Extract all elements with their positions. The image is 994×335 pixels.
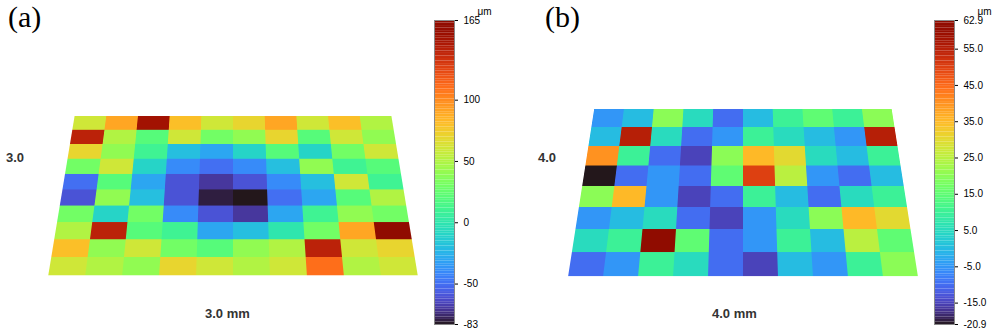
svg-text:55.0: 55.0: [964, 43, 984, 54]
svg-text:μm: μm: [477, 6, 491, 17]
svg-text:50: 50: [464, 156, 476, 167]
html-text:4.0: 4.0: [538, 150, 557, 165]
svg-text:5.0: 5.0: [964, 225, 978, 236]
svg-text:-20.9: -20.9: [964, 319, 987, 330]
svg-text:165: 165: [463, 14, 481, 26]
svg-text:35.0: 35.0: [964, 116, 984, 127]
html-text:4.0 mm: 4.0 mm: [712, 306, 757, 321]
svg-text:100: 100: [464, 94, 481, 105]
html-text:3.0 mm: 3.0 mm: [205, 306, 250, 321]
svg-text:25.0: 25.0: [964, 152, 984, 163]
html-text:(b): (b): [545, 0, 580, 33]
svg-text:-5.0: -5.0: [964, 261, 982, 272]
svg-text:μm: μm: [977, 6, 991, 17]
svg-text:-50: -50: [464, 278, 479, 289]
svg-text:0: 0: [464, 217, 470, 228]
svg-text:-15.0: -15.0: [964, 297, 987, 308]
svg-text:15.0: 15.0: [964, 188, 984, 199]
svg-text:-83: -83: [464, 319, 479, 330]
svg-text:62.9: 62.9: [963, 14, 983, 26]
html-text:3.0: 3.0: [6, 150, 25, 165]
svg-text:45.0: 45.0: [964, 80, 984, 91]
html-text:(a): (a): [8, 0, 42, 33]
